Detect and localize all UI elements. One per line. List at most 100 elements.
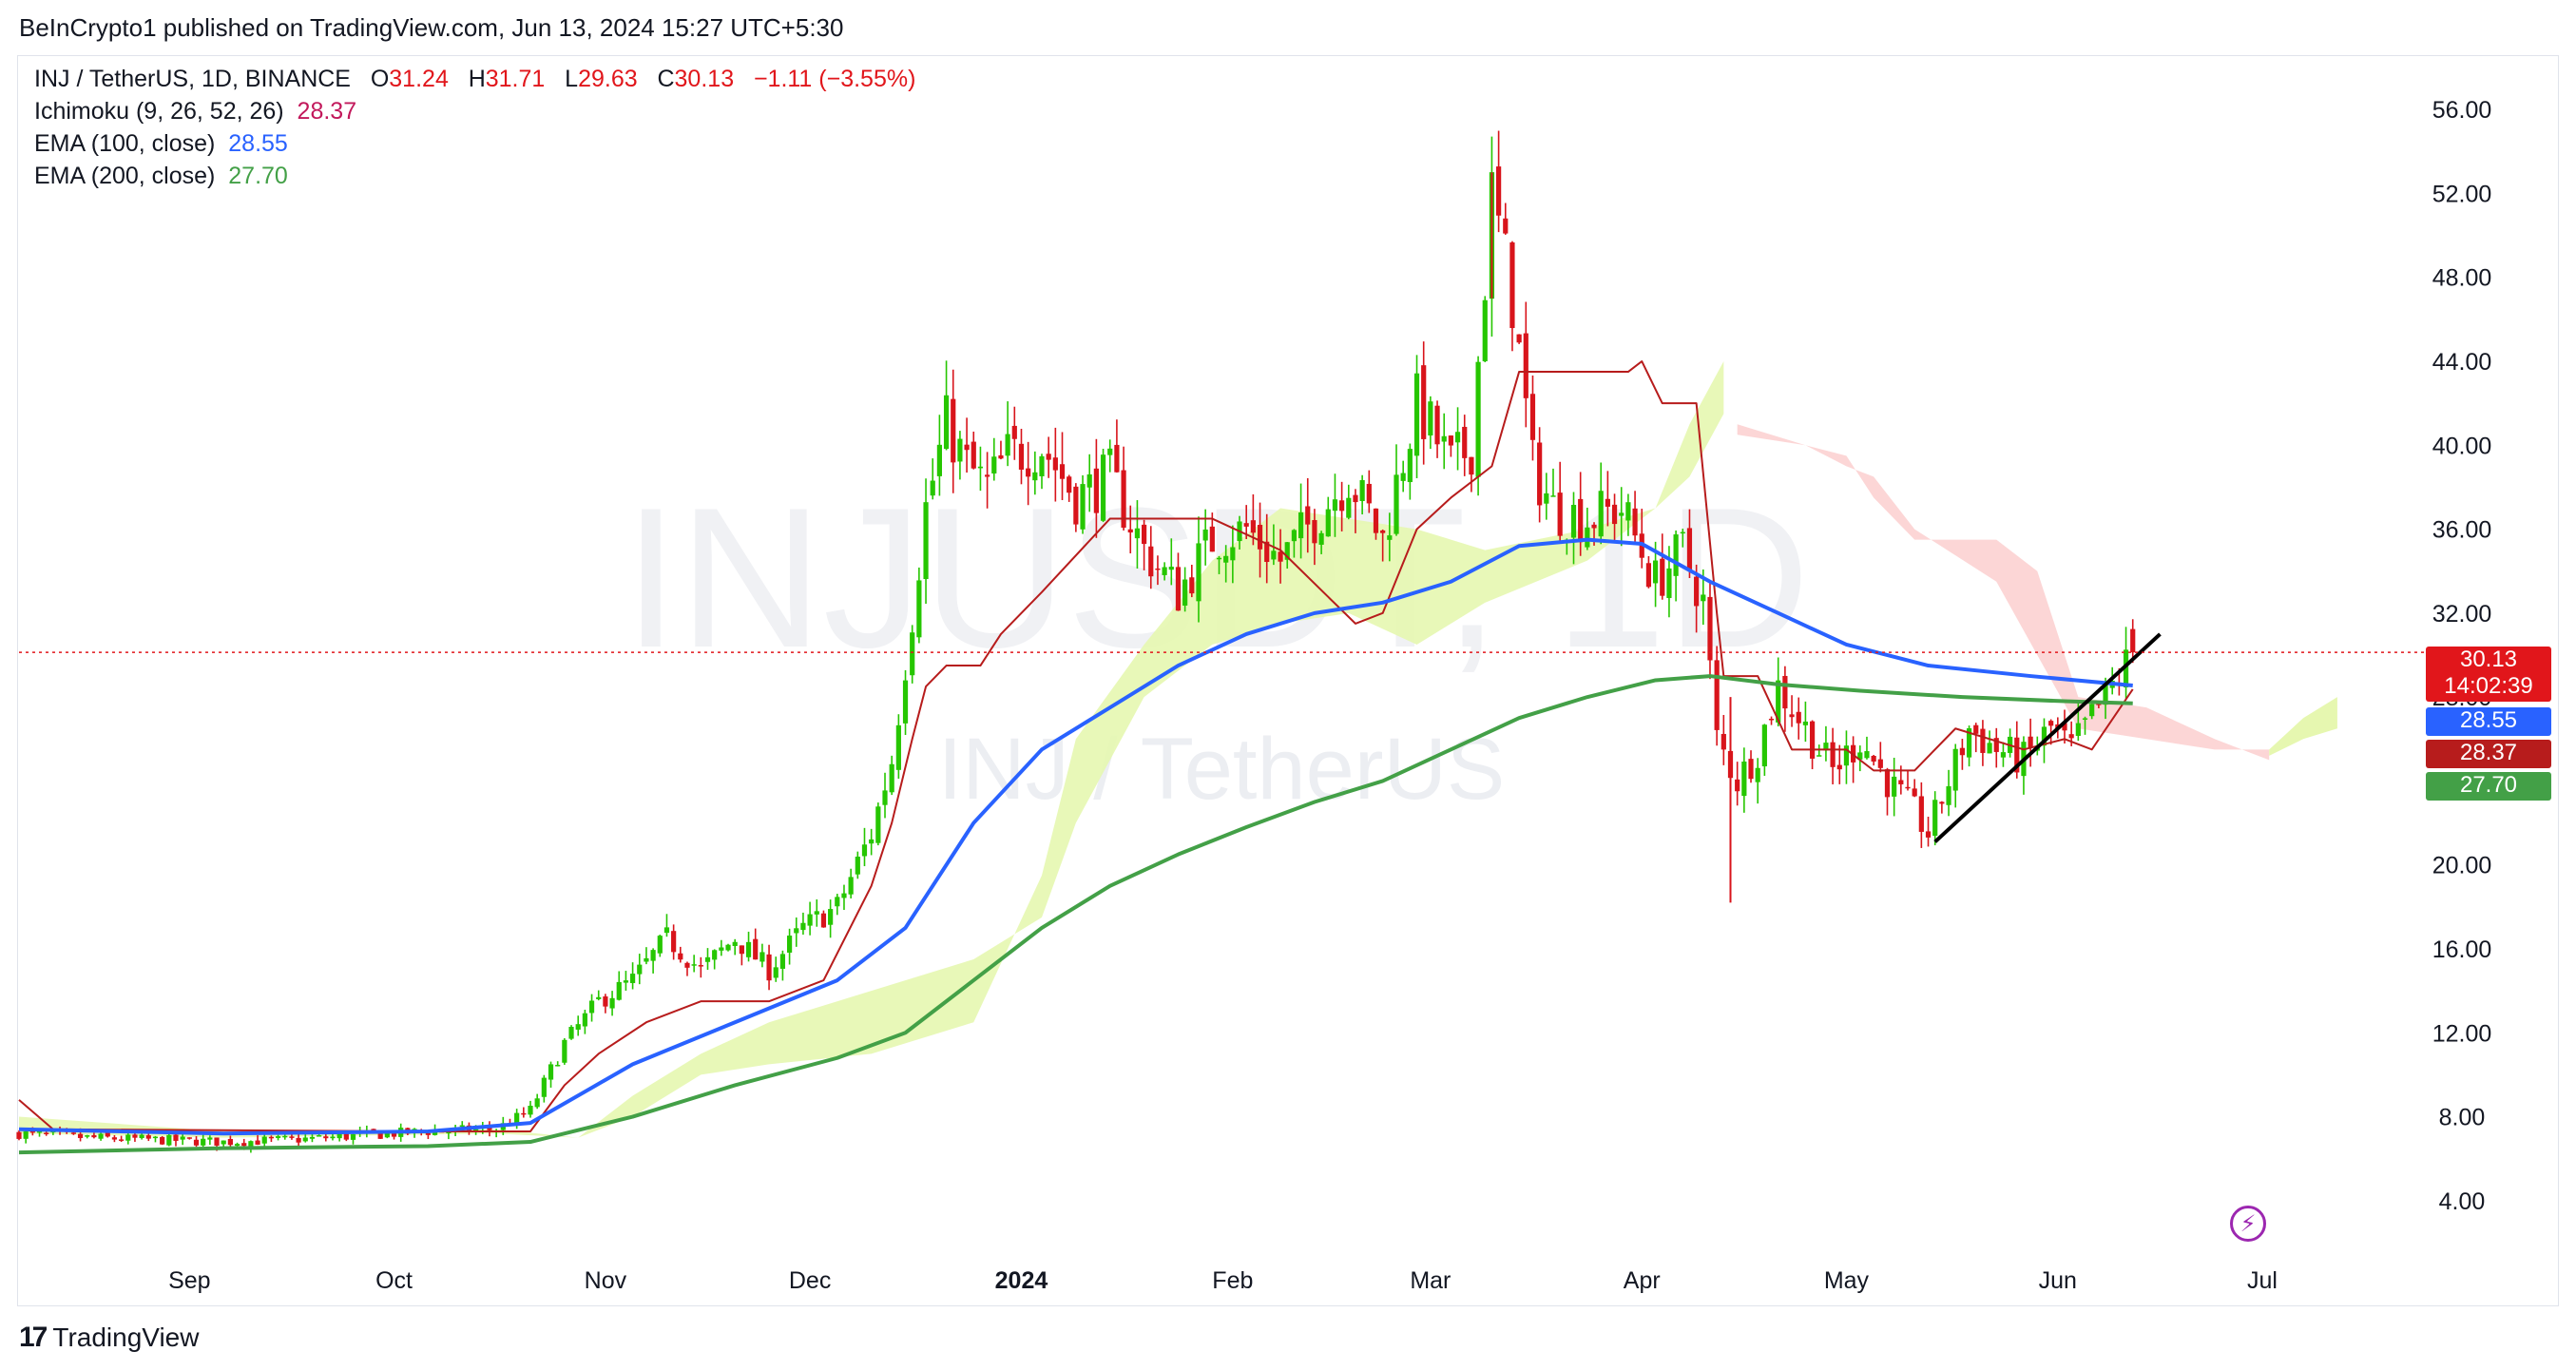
candle-body [895, 724, 901, 770]
candle-body [1462, 426, 1468, 458]
candle-body [1898, 780, 1904, 784]
candle-body [1817, 755, 1822, 757]
y-tick-label: 8.00 [2439, 1105, 2486, 1131]
candle-body [1482, 299, 1488, 361]
candle-body [534, 1098, 540, 1108]
tradingview-logo[interactable]: 17 TradingView [19, 1322, 199, 1354]
candle-body [1073, 486, 1079, 525]
candle-body [855, 857, 860, 875]
y-tick-label: 52.00 [2432, 181, 2492, 207]
candle-body [1707, 596, 1713, 661]
candle-body [936, 444, 942, 476]
candle-body [943, 395, 950, 450]
candle-body [16, 1131, 22, 1139]
candle-body [1018, 443, 1025, 470]
legend-ichimoku-line[interactable]: Ichimoku (9, 26, 52, 26) 28.37 [34, 95, 915, 127]
candle-body [1523, 333, 1528, 398]
candle-body [1619, 512, 1624, 516]
candle-body [125, 1134, 131, 1141]
candle-body [2082, 718, 2088, 720]
candle-body [1168, 567, 1174, 570]
candle-body [1400, 473, 1406, 481]
last-price-value: 30.13 [2459, 647, 2518, 672]
legend-ema100-label: EMA (100, close) [34, 130, 216, 157]
candle-body [1441, 435, 1447, 442]
candle-body [910, 632, 915, 676]
candle-body [1987, 743, 1992, 754]
candle-body [160, 1136, 165, 1145]
candle-body [2000, 752, 2007, 758]
candle-body [1871, 755, 1876, 763]
ichimoku-cloud-future [2269, 697, 2337, 756]
legend-symbol[interactable]: INJ / TetherUS, 1D, BINANCE [34, 66, 351, 92]
candle-body [1952, 748, 1958, 791]
candle-body [261, 1136, 267, 1144]
candle-body [1884, 769, 1891, 798]
tradingview-brand: TradingView [52, 1323, 200, 1352]
candle-body [1148, 546, 1154, 577]
candle-body [1339, 500, 1345, 512]
candle-body [1026, 468, 1031, 477]
candle-body [1196, 543, 1201, 602]
candle-body [1046, 454, 1051, 460]
x-tick-label: Oct [375, 1267, 413, 1294]
y-tick-label: 16.00 [2432, 937, 2492, 963]
candle-body [1353, 494, 1358, 503]
candle-body [111, 1137, 118, 1140]
candle-body [964, 444, 970, 451]
lightning-icon[interactable]: ⚡ [2230, 1206, 2266, 1242]
candle-body [1469, 456, 1474, 475]
candle-body [1680, 531, 1685, 534]
candle-body [1394, 474, 1399, 534]
candle-body [637, 964, 643, 975]
candle-body [1271, 550, 1277, 560]
candle-body [1134, 528, 1141, 539]
candle-body [1209, 526, 1215, 552]
candle-body [1721, 733, 1726, 750]
candle-body [132, 1134, 138, 1138]
candle-body [1325, 509, 1331, 537]
candle-body [794, 928, 799, 934]
candle-body [663, 927, 670, 934]
legend-ema100-line[interactable]: EMA (100, close) 28.55 [34, 127, 915, 160]
candle-body [562, 1039, 567, 1063]
candle-body [1448, 435, 1453, 446]
candle-body [1359, 480, 1365, 501]
candle-body [2041, 726, 2047, 746]
candle-body [1591, 524, 1597, 529]
candle-body [2075, 723, 2081, 736]
candle-body [951, 398, 956, 463]
candle-body [139, 1134, 144, 1139]
legend-high-key: H [468, 66, 486, 92]
candle-body [1585, 527, 1590, 548]
candle-body [678, 953, 683, 960]
candle-body [2028, 736, 2033, 748]
candle-body [323, 1136, 329, 1139]
candle-body [745, 941, 752, 957]
candle-body [1782, 675, 1788, 709]
publisher-line: BeInCrypto1 published on TradingView.com… [19, 13, 844, 42]
candle-body [985, 474, 990, 477]
candle-body [1052, 457, 1058, 471]
candle-body [609, 997, 615, 1009]
candle-body [575, 1024, 581, 1030]
legend-ema200-line[interactable]: EMA (200, close) 27.70 [34, 160, 915, 192]
candle-body [1454, 432, 1461, 443]
candle-body [1843, 745, 1850, 766]
tradingview-mark-icon: 17 [19, 1322, 48, 1353]
candle-body [214, 1137, 220, 1146]
candle-body [296, 1137, 301, 1143]
y-tick-label: 36.00 [2432, 517, 2492, 544]
candle-body [773, 967, 779, 978]
candle-body [712, 950, 718, 960]
candle-body [568, 1027, 574, 1039]
x-tick-label: Jun [2039, 1267, 2077, 1294]
candle-body [1550, 495, 1556, 497]
ichimoku-cloud-bullish [19, 361, 1724, 1138]
chart-frame[interactable] [17, 55, 2559, 1306]
candle-body [1557, 492, 1563, 536]
candle-body [1346, 497, 1352, 518]
candle-body [193, 1139, 200, 1146]
candle-body [1182, 579, 1188, 606]
